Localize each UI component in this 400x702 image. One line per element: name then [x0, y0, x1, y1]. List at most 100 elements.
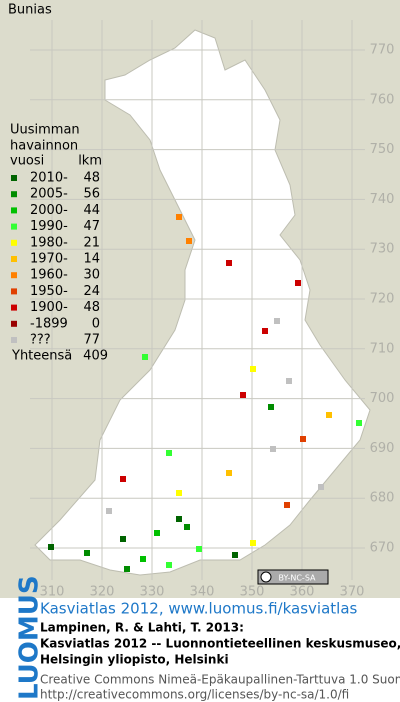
occurrence — [176, 214, 182, 220]
license: http://creativecommons.org/licenses/by-n… — [40, 688, 349, 702]
y-grid-label: 740 — [370, 192, 395, 207]
occurrence — [318, 484, 324, 490]
occurrence — [286, 378, 292, 384]
occurrence — [124, 566, 130, 572]
legend-label: 2005- — [30, 187, 68, 202]
legend-count: 24 — [83, 284, 100, 299]
occurrence — [284, 502, 290, 508]
legend-heading: Uusimman — [10, 123, 80, 138]
legend-swatch — [11, 223, 17, 230]
total-count: 409 — [83, 349, 108, 364]
legend-count: 48 — [83, 300, 100, 315]
y-grid-label: 670 — [370, 541, 395, 556]
y-grid-label: 720 — [370, 292, 395, 307]
grid — [30, 20, 365, 580]
legend-count: 48 — [83, 171, 100, 186]
occurrence — [232, 552, 238, 558]
license-badge: BY-NC-SA — [257, 569, 329, 585]
x-grid-label: 360 — [290, 585, 315, 600]
occurrence — [140, 556, 146, 562]
legend-swatch — [11, 239, 17, 246]
total-label: Yhteensä — [11, 349, 72, 364]
legend-swatch — [11, 207, 17, 214]
occurrence — [226, 470, 232, 476]
y-grid-label: 760 — [370, 92, 395, 107]
x-grid-label: 340 — [190, 585, 215, 600]
occurrence — [176, 490, 182, 496]
occurrence — [176, 516, 182, 522]
occurrence — [240, 392, 246, 398]
occurrence — [142, 354, 148, 360]
y-grid-label: 680 — [370, 491, 395, 506]
cc-icon — [260, 571, 272, 583]
occurrence — [262, 328, 268, 334]
x-grid-label: 310 — [40, 585, 65, 600]
legend-label: 1980- — [30, 235, 68, 250]
citation: Helsingin yliopisto, Helsinki — [40, 653, 229, 667]
legend-label: ??? — [30, 333, 51, 348]
legend-swatch — [11, 256, 17, 262]
citation: Kasviatlas 2012 -- Luonnontieteellinen k… — [40, 637, 400, 651]
legend-heading: havainnon — [10, 139, 78, 154]
occurrence — [48, 544, 54, 550]
legend-swatch — [11, 337, 17, 343]
legend-swatch — [11, 175, 17, 181]
legend-label: 1990- — [30, 219, 68, 234]
occurrence — [226, 260, 232, 266]
occurrence — [84, 550, 90, 556]
legend-label: 1950- — [30, 284, 68, 299]
map-title: Bunias — [8, 3, 52, 18]
legend-swatch — [11, 304, 17, 311]
legend-count: 21 — [83, 235, 100, 250]
occurrence — [166, 450, 172, 456]
occurrence — [154, 530, 160, 536]
legend-count: 77 — [83, 333, 100, 348]
legend-label: 1900- — [30, 300, 68, 315]
occurrence — [120, 536, 126, 542]
x-grid-label: 350 — [240, 585, 265, 600]
y-grid-label: 750 — [370, 142, 395, 157]
occurrence — [166, 562, 172, 568]
occurrence — [186, 238, 192, 244]
legend-count: 0 — [92, 316, 100, 331]
occurrence — [196, 546, 202, 552]
occurrence — [250, 540, 256, 546]
legend-label: 2010- — [30, 171, 68, 186]
legend-label: 1970- — [30, 252, 68, 267]
legend-count: 47 — [83, 219, 100, 234]
y-grid-label: 700 — [370, 391, 395, 406]
legend-heading: lkm — [78, 154, 102, 169]
citation: Lampinen, R. & Lahti, T. 2013: — [40, 621, 244, 635]
legend-swatch — [11, 191, 17, 198]
occurrence — [270, 446, 276, 452]
y-grid-label: 730 — [370, 242, 395, 257]
legend-count: 44 — [83, 203, 100, 218]
x-grid-label: 320 — [90, 585, 115, 600]
x-grid-label: 370 — [340, 585, 365, 600]
occurrence — [274, 318, 280, 324]
legend-swatch — [11, 320, 17, 327]
legend-label: 1960- — [30, 268, 68, 283]
legend-count: 30 — [83, 268, 100, 283]
legend-count: 14 — [83, 252, 100, 267]
legend-count: 56 — [83, 187, 100, 202]
occurrence-squares — [48, 214, 362, 572]
x-grid-label: 330 — [140, 585, 165, 600]
badge-text: BY-NC-SA — [278, 574, 316, 583]
y-grid-label: 690 — [370, 441, 395, 456]
y-grid-label: 710 — [370, 341, 395, 356]
occurrence — [250, 366, 256, 372]
footer-background — [0, 598, 400, 702]
y-grid-label: 770 — [370, 43, 395, 58]
atlas-link: Kasviatlas 2012, www.luomus.fi/kasviatla… — [40, 600, 358, 618]
license: Creative Commons Nimeä-Epäkaupallinen-Ta… — [40, 673, 400, 687]
legend: 2010- 48 2005- 56 2000- 44 1990- 47 1980- 21 1970-… — [11, 171, 108, 364]
occurrence — [106, 508, 112, 514]
occurrence — [300, 436, 306, 442]
occurrence — [295, 280, 301, 286]
brand: LUOMUS — [15, 575, 45, 700]
occurrence — [120, 476, 126, 482]
occurrence — [268, 404, 274, 410]
legend-heading: vuosi — [10, 154, 44, 169]
